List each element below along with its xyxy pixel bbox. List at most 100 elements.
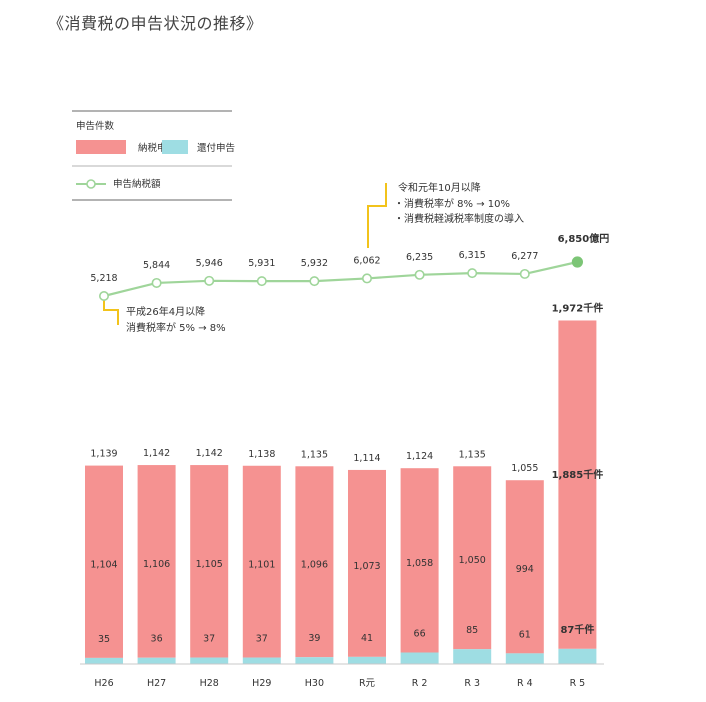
bar-payment: [190, 465, 229, 658]
legend-amount-label: 申告納税額: [113, 178, 161, 190]
x-tick-label: H26: [94, 678, 113, 689]
amount-line: [103, 260, 578, 298]
bar-refund-label: 85: [466, 625, 478, 636]
annotation-h26: 平成26年4月以降 消費税率が 5% → 8%: [103, 296, 226, 334]
bar-refund-label: 39: [308, 633, 320, 644]
annotation-h26-line1: 平成26年4月以降: [126, 305, 205, 318]
annotation-h26-bracket: [103, 296, 119, 325]
bar-refund-label: 61: [519, 629, 531, 640]
bar-refund: [453, 649, 492, 664]
bar-total-label: 1,138: [248, 449, 275, 460]
legend-amount-marker: [86, 179, 96, 189]
amount-label: 5,946: [196, 258, 223, 269]
bar-total-label: 1,055: [511, 463, 538, 474]
bar-payment-label: 1,101: [248, 559, 275, 570]
bar-payment-label: 1,105: [196, 559, 223, 570]
bar-refund: [190, 657, 229, 664]
annotation-r1-line3: ・消費税軽減税率制度の導入: [394, 212, 524, 225]
bar-payment-label: 1,106: [143, 559, 170, 570]
amount-label: 6,850億円: [558, 232, 610, 245]
amount-point: [571, 256, 584, 268]
bar-total-label: 1,135: [301, 449, 328, 460]
bar-payment-label: 1,885千件: [552, 468, 604, 481]
amount-label: 6,062: [353, 255, 380, 266]
bar-refund-label: 37: [256, 634, 268, 645]
bar-payment: [505, 480, 544, 654]
bar-payment: [453, 466, 492, 650]
legend-refund-label: 還付申告: [197, 142, 235, 154]
x-tick-label: R 3: [464, 678, 480, 689]
annotation-r1: 令和元年10月以降 ・消費税率が 8% → 10% ・消費税軽減税率制度の導入: [367, 181, 524, 248]
annotation-r1-line1: 令和元年10月以降: [398, 181, 481, 194]
chart-title: 《消費税の申告状況の推移》: [48, 14, 263, 33]
bar-total-label: 1,139: [90, 449, 117, 460]
annotation-r1-bracket: [367, 183, 387, 248]
bar-payment-label: 1,073: [353, 561, 380, 572]
x-tick-label: R 2: [412, 678, 428, 689]
bar-total-label: 1,135: [459, 449, 486, 460]
legend-refund-swatch: [162, 140, 188, 154]
bar-total-label: 1,142: [143, 448, 170, 459]
bar-total-label: 1,124: [406, 451, 433, 462]
amount-point: [256, 276, 267, 287]
bar-refund: [505, 653, 544, 664]
bar-total-label: 1,114: [353, 453, 380, 464]
bar-total-label: 1,972千件: [552, 301, 604, 314]
amount-label: 6,235: [406, 252, 433, 263]
bar-refund: [400, 652, 439, 664]
annotation-h26-line2: 消費税率が 5% → 8%: [126, 321, 226, 334]
bar-refund-label: 41: [361, 633, 373, 644]
x-tick-label: R 5: [570, 678, 586, 689]
bar-refund: [558, 648, 597, 664]
x-tick-label: H27: [147, 678, 166, 689]
bar-payment: [85, 465, 123, 658]
amount-label: 5,844: [143, 260, 170, 271]
x-tick-label: H28: [200, 678, 219, 689]
amount-point: [467, 268, 478, 279]
bar-payment-label: 1,104: [90, 560, 117, 571]
amount-point: [99, 290, 110, 301]
bar-refund: [85, 657, 123, 664]
amount-point: [204, 275, 215, 286]
x-axis-labels: H26 H27 H28 H29 H30 R元 R 2 R 3 R 4 R 5: [94, 678, 585, 689]
bar-refund-label: 37: [203, 634, 215, 645]
bar-series: 1,139 1,104 35 1,142 1,106 36 1,142 1,105 37 1,13…: [85, 301, 603, 664]
bar-refund-label: 35: [98, 634, 110, 645]
bar-payment-label: 1,058: [406, 558, 433, 569]
bar-payment: [295, 466, 334, 658]
bar-payment: [242, 465, 281, 658]
bar-refund: [137, 657, 176, 664]
bar-refund-label: 87千件: [560, 623, 594, 636]
bar-payment-label: 1,096: [301, 559, 328, 570]
bar-payment-label: 1,050: [459, 555, 486, 566]
bar-refund: [242, 657, 281, 664]
amount-point: [519, 268, 530, 279]
amount-point: [361, 273, 372, 284]
amount-label: 5,931: [248, 258, 275, 269]
legend-count-label: 申告件数: [76, 120, 115, 132]
bar-payment-label: 994: [516, 564, 534, 575]
amount-line-series: 5,218 5,844 5,946 5,931 5,932 6,062 6,235 6,315…: [90, 232, 610, 301]
bar-refund: [295, 657, 334, 664]
bar-payment: [558, 320, 597, 649]
bar-refund-label: 66: [414, 629, 426, 640]
bar-payment: [400, 468, 439, 653]
x-tick-label: H29: [252, 678, 271, 689]
legend-payment-swatch: [76, 140, 126, 154]
amount-label: 5,218: [90, 273, 117, 284]
legend: 申告件数 納税申告 還付申告 申告納税額: [72, 110, 235, 201]
x-tick-label: H30: [305, 678, 324, 689]
x-tick-label: R元: [359, 678, 376, 689]
amount-point: [414, 269, 425, 280]
bar-payment: [348, 469, 386, 657]
annotation-r1-line2: ・消費税率が 8% → 10%: [394, 197, 510, 210]
bar-refund-label: 36: [151, 634, 163, 645]
bar-payment: [137, 465, 176, 658]
amount-point: [151, 277, 162, 288]
bar-refund: [348, 656, 386, 664]
bar-total-label: 1,142: [196, 448, 223, 459]
amount-label: 6,277: [511, 251, 538, 262]
amount-label: 6,315: [459, 250, 486, 261]
x-tick-label: R 4: [517, 678, 533, 689]
